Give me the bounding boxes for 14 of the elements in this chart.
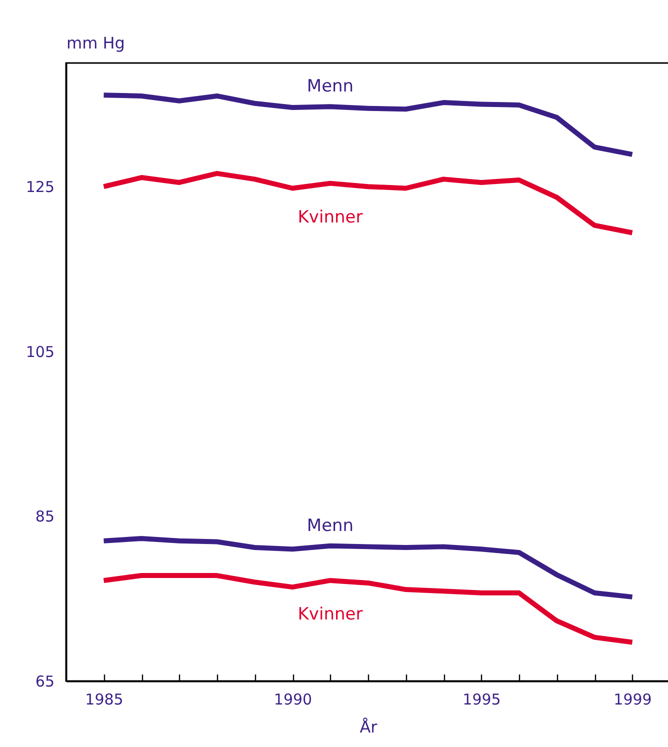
x-tick-label: 1995 xyxy=(462,690,501,708)
y-tick-label: 105 xyxy=(26,342,54,361)
series-label: Menn xyxy=(306,76,354,97)
x-axis-title: År xyxy=(360,718,378,736)
y-tick-label: 85 xyxy=(35,508,54,526)
x-tick-label: 1985 xyxy=(85,690,124,708)
y-axis-title: mm Hg xyxy=(66,34,125,52)
x-tick-label: 1999 xyxy=(614,690,652,708)
series-label: Kvinner xyxy=(298,207,363,228)
y-tick-label: 125 xyxy=(26,178,54,196)
series-label: Kvinner xyxy=(298,604,363,624)
y-tick-label: 65 xyxy=(35,672,54,690)
series-label: Menn xyxy=(306,516,354,536)
x-tick-label: 1990 xyxy=(274,690,312,708)
